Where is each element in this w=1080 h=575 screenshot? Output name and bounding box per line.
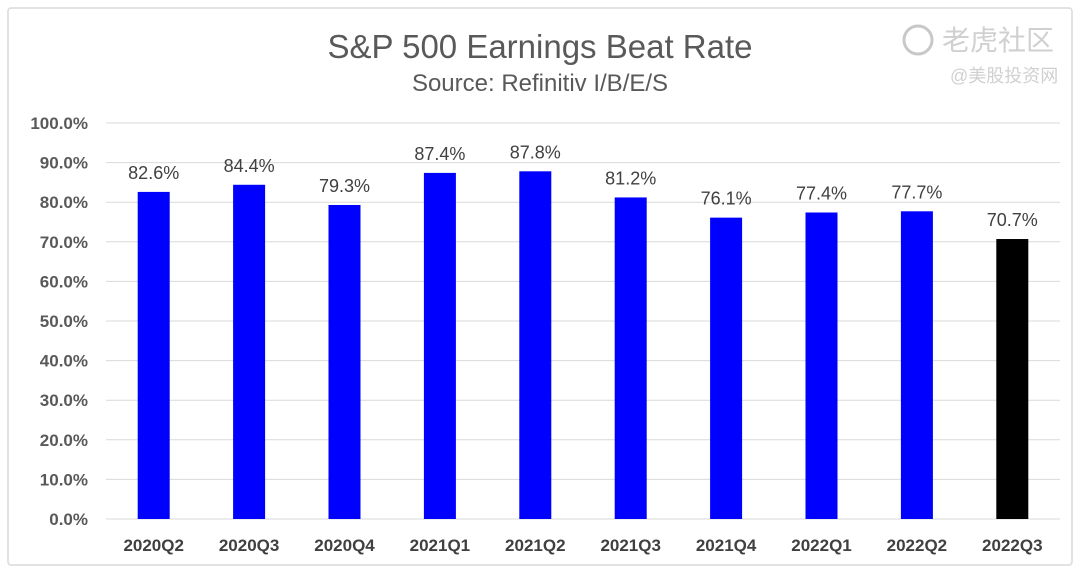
watermark: 老虎社区 @美股投资网 [902, 24, 1058, 86]
x-tick-label: 2021Q3 [600, 536, 661, 555]
bar-2022Q1 [805, 212, 838, 519]
chart-title: S&P 500 Earnings Beat Rate [327, 28, 752, 65]
y-tick-label: 70.0% [40, 233, 88, 252]
watermark-logo-icon [902, 24, 934, 56]
y-tick-label: 20.0% [40, 431, 88, 450]
bar-2022Q2 [900, 211, 933, 520]
data-label: 77.7% [891, 182, 942, 202]
y-tick-label: 80.0% [40, 193, 88, 212]
data-label: 76.1% [701, 189, 752, 209]
y-tick-label: 0.0% [49, 510, 88, 529]
x-tick-label: 2020Q4 [314, 536, 375, 555]
data-label: 79.3% [319, 176, 370, 196]
data-label: 84.4% [224, 156, 275, 176]
y-tick-label: 30.0% [40, 391, 88, 410]
x-tick-label: 2022Q3 [982, 536, 1043, 555]
bar-2022Q3 [996, 239, 1029, 519]
y-tick-label: 50.0% [40, 312, 88, 331]
x-tick-label: 2021Q4 [696, 536, 757, 555]
y-tick-label: 10.0% [40, 470, 88, 489]
data-label: 81.2% [605, 168, 656, 188]
x-tick-label: 2020Q3 [219, 536, 280, 555]
x-tick-label: 2022Q2 [887, 536, 948, 555]
x-tick-label: 2020Q2 [123, 536, 184, 555]
bar-2020Q4 [328, 204, 361, 520]
x-tick-label: 2021Q2 [505, 536, 566, 555]
data-label: 82.6% [128, 163, 179, 183]
data-label: 77.4% [796, 183, 847, 203]
bar-2020Q3 [233, 184, 266, 519]
bar-2020Q2 [137, 191, 170, 520]
bar-2021Q4 [710, 217, 743, 520]
y-tick-label: 60.0% [40, 272, 88, 291]
y-tick-label: 100.0% [30, 114, 88, 133]
chart-subtitle: Source: Refinitiv I/B/E/S [412, 70, 668, 97]
data-label: 87.4% [414, 144, 465, 164]
y-tick-label: 90.0% [40, 154, 88, 173]
data-label: 87.8% [510, 142, 561, 162]
bar-2021Q1 [423, 172, 456, 519]
watermark-line2: @美股投资网 [950, 66, 1058, 86]
watermark-line1: 老虎社区 [942, 25, 1054, 56]
data-label: 70.7% [987, 210, 1038, 230]
x-tick-label: 2021Q1 [410, 536, 471, 555]
x-tick-label: 2022Q1 [791, 536, 852, 555]
bar-2021Q2 [519, 171, 552, 519]
y-tick-label: 40.0% [40, 352, 88, 371]
bar-2021Q3 [614, 197, 647, 519]
